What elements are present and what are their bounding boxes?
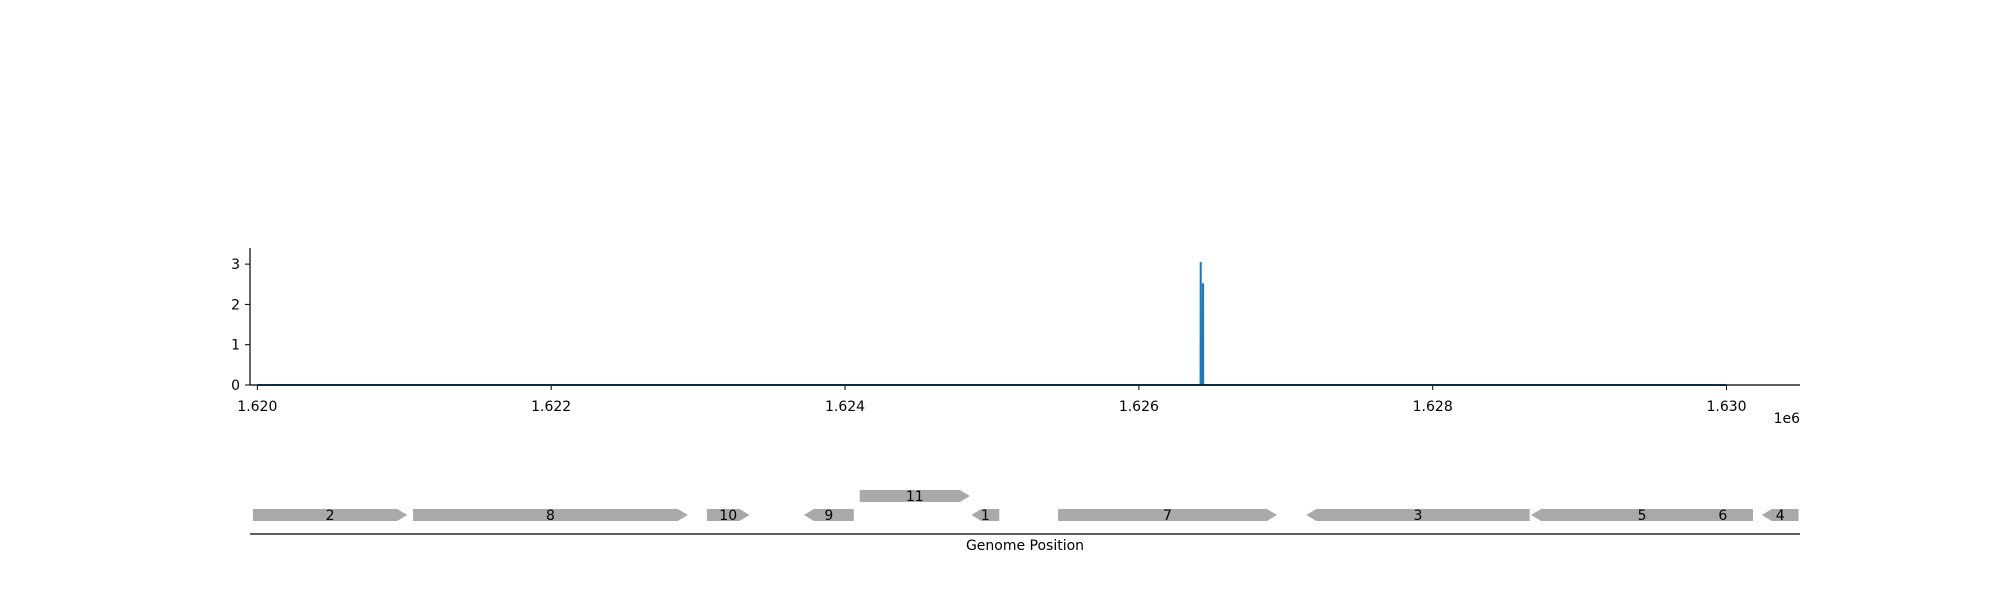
y-tick-label: 3 <box>231 257 240 273</box>
gene-arrow-9 <box>803 509 854 521</box>
gene-arrow-10 <box>706 509 750 521</box>
y-tick-label: 2 <box>231 297 240 313</box>
gene-track-xlabel: Genome Position <box>966 538 1084 554</box>
gene-arrow-1 <box>971 509 1000 521</box>
y-tick-label: 1 <box>231 338 240 354</box>
gene-label-10: 10 <box>719 508 737 524</box>
x-tick-label: 1.626 <box>1119 399 1159 415</box>
gene-label-8: 8 <box>546 508 555 524</box>
x-tick-label: 1.628 <box>1413 399 1453 415</box>
gene-label-4: 4 <box>1776 508 1785 524</box>
x-tick-label: 1.630 <box>1706 399 1746 415</box>
gene-arrow-6 <box>1717 509 1729 521</box>
gene-label-1: 1 <box>981 508 990 524</box>
y-tick-label: 0 <box>231 378 240 394</box>
gene-label-5: 5 <box>1638 508 1647 524</box>
gene-label-3: 3 <box>1414 508 1423 524</box>
gene-arrow-3 <box>1306 509 1530 521</box>
x-offset-label: 1e6 <box>1774 411 1801 427</box>
gene-arrow-11 <box>859 490 970 502</box>
gene-arrow-4 <box>1761 509 1799 521</box>
gene-arrow-2 <box>252 509 408 521</box>
x-tick-label: 1.624 <box>825 399 865 415</box>
gene-arrow-5 <box>1531 509 1753 521</box>
coverage-plot: 0 1 2 3 1.620 1.622 1.624 1.626 1.628 1.630 1e6 <box>231 248 1800 427</box>
gene-label-11: 11 <box>906 489 924 505</box>
x-tick-label: 1.620 <box>237 399 277 415</box>
gene-label-6: 6 <box>1718 508 1727 524</box>
coverage-series-line <box>257 262 1727 386</box>
coverage-ticks: 0 1 2 3 1.620 1.622 1.624 1.626 1.628 1.630 <box>231 257 1747 415</box>
gene-arrow-8 <box>413 509 688 521</box>
gene-label-2: 2 <box>326 508 335 524</box>
gene-label-9: 9 <box>824 508 833 524</box>
gene-label-7: 7 <box>1163 508 1172 524</box>
gene-arrow-7 <box>1058 509 1277 521</box>
x-tick-label: 1.622 <box>531 399 571 415</box>
